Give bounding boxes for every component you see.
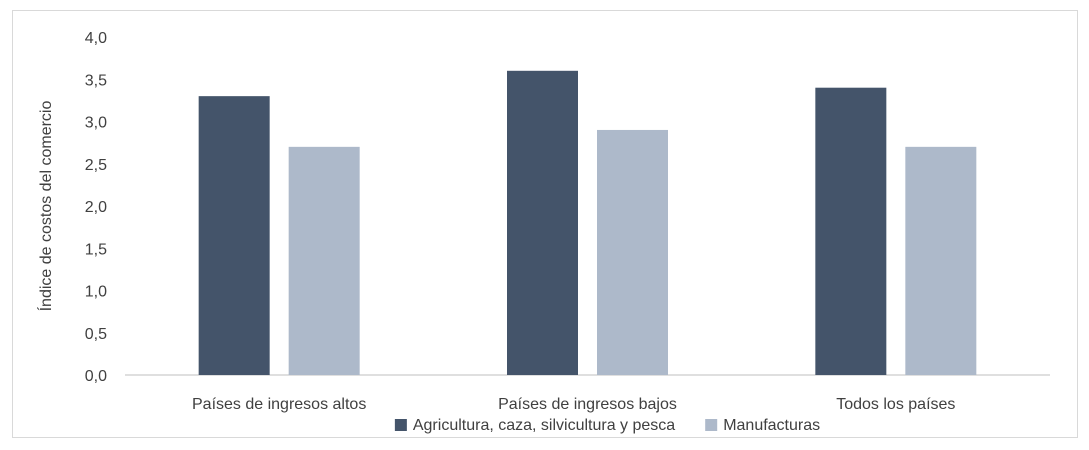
y-tick-label: 3,5 — [85, 72, 107, 89]
x-category-label: Todos los países — [836, 396, 955, 413]
y-tick-label: 2,5 — [85, 157, 107, 174]
x-category-label: Países de ingresos altos — [192, 396, 366, 413]
y-tick-label: 2,0 — [85, 199, 107, 216]
bar-agricultura — [198, 96, 270, 376]
legend-label: Agricultura, caza, silvicultura y pesca — [413, 417, 675, 434]
bar-manufacturas — [597, 129, 668, 375]
y-tick-label: 1,5 — [85, 241, 107, 258]
bar-manufacturas — [905, 146, 977, 375]
y-tick-label: 0,5 — [85, 326, 107, 343]
x-category-label: Países de ingresos bajos — [498, 396, 677, 413]
bar-agricultura — [507, 70, 578, 376]
y-tick-label: 3,0 — [85, 115, 107, 132]
y-axis-title: Índice de costos del comercio — [36, 101, 55, 312]
bar-manufacturas — [288, 146, 360, 375]
legend-label: Manufacturas — [723, 417, 820, 434]
y-tick-label: 0,0 — [85, 368, 107, 385]
legend-swatch — [705, 419, 718, 431]
y-tick-label: 1,0 — [85, 284, 107, 301]
bar-agricultura — [815, 87, 887, 375]
y-tick-label: 4,0 — [85, 30, 107, 47]
legend-swatch — [394, 419, 407, 431]
